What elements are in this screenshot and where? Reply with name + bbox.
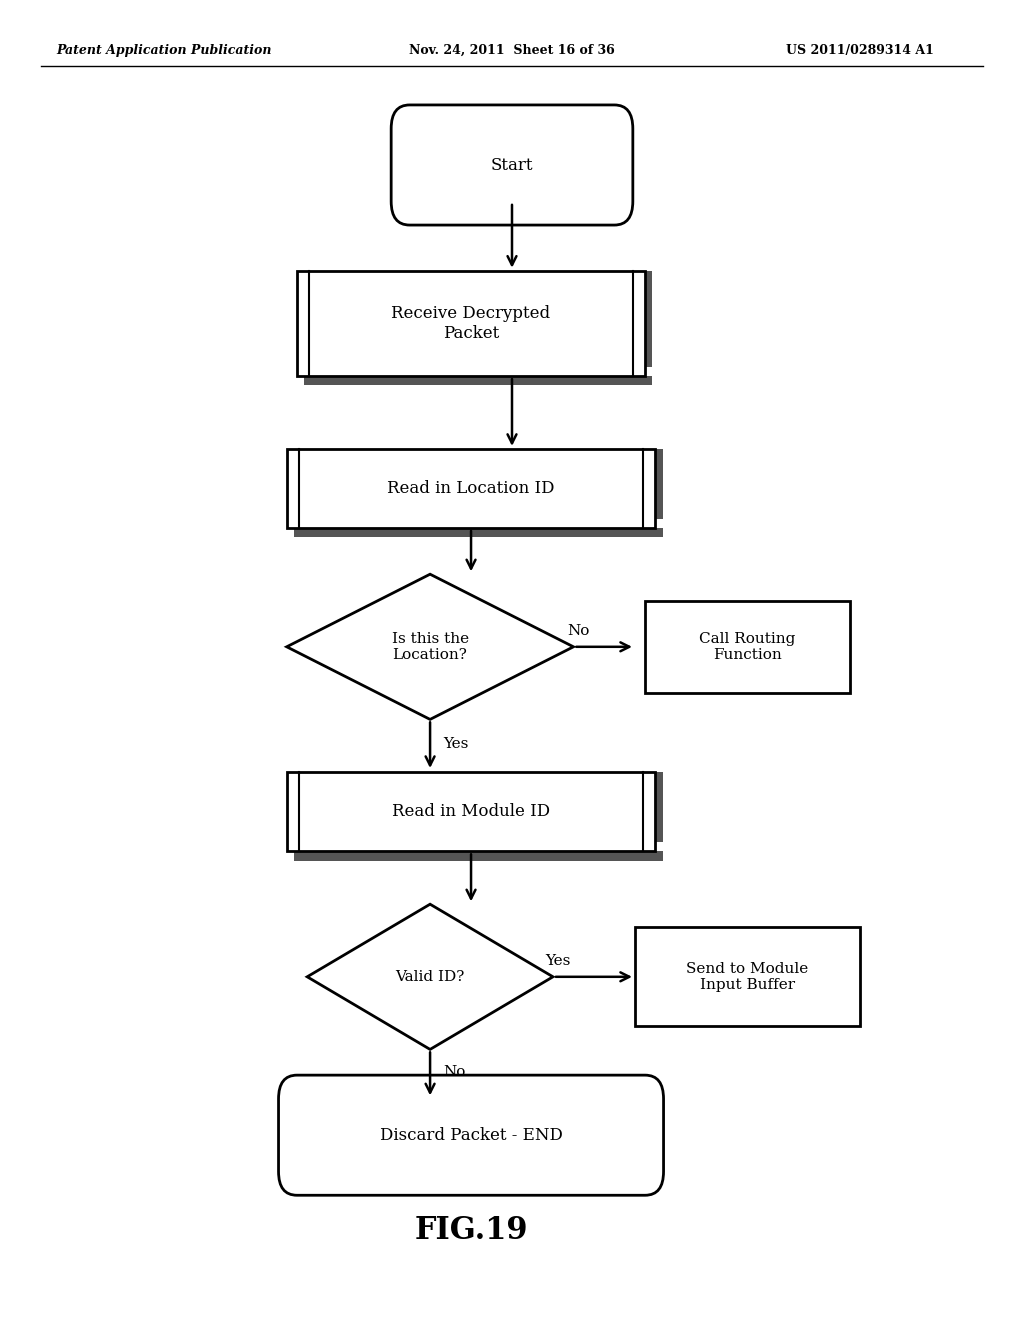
Text: Yes: Yes	[443, 738, 469, 751]
FancyBboxPatch shape	[391, 106, 633, 224]
Bar	[297, 271, 645, 376]
Bar	[655, 449, 663, 519]
Bar	[645, 271, 652, 367]
Text: Receive Decrypted
Packet: Receive Decrypted Packet	[391, 305, 551, 342]
Text: No: No	[443, 1065, 466, 1078]
Bar	[294, 851, 663, 861]
Text: Nov. 24, 2011  Sheet 16 of 36: Nov. 24, 2011 Sheet 16 of 36	[410, 44, 614, 57]
FancyBboxPatch shape	[279, 1074, 664, 1196]
Text: No: No	[567, 624, 590, 638]
Text: Read in Module ID: Read in Module ID	[392, 804, 550, 820]
Bar	[287, 772, 655, 851]
Text: US 2011/0289314 A1: US 2011/0289314 A1	[786, 44, 934, 57]
Polygon shape	[287, 574, 573, 719]
Text: Send to Module
Input Buffer: Send to Module Input Buffer	[686, 962, 809, 991]
Polygon shape	[307, 904, 553, 1049]
Text: FIG.19: FIG.19	[415, 1214, 527, 1246]
Bar	[645, 601, 850, 693]
Text: Valid ID?: Valid ID?	[395, 970, 465, 983]
Text: Call Routing
Function: Call Routing Function	[699, 632, 796, 661]
Bar	[294, 528, 663, 537]
Text: Discard Packet - END: Discard Packet - END	[380, 1127, 562, 1143]
Text: Is this the
Location?: Is this the Location?	[391, 632, 469, 661]
Text: Start: Start	[490, 157, 534, 173]
Text: Yes: Yes	[546, 954, 570, 968]
Bar	[655, 772, 663, 842]
Bar	[304, 376, 652, 385]
Text: Read in Location ID: Read in Location ID	[387, 480, 555, 496]
Bar	[635, 928, 860, 1027]
Bar	[287, 449, 655, 528]
Text: Patent Application Publication: Patent Application Publication	[56, 44, 271, 57]
